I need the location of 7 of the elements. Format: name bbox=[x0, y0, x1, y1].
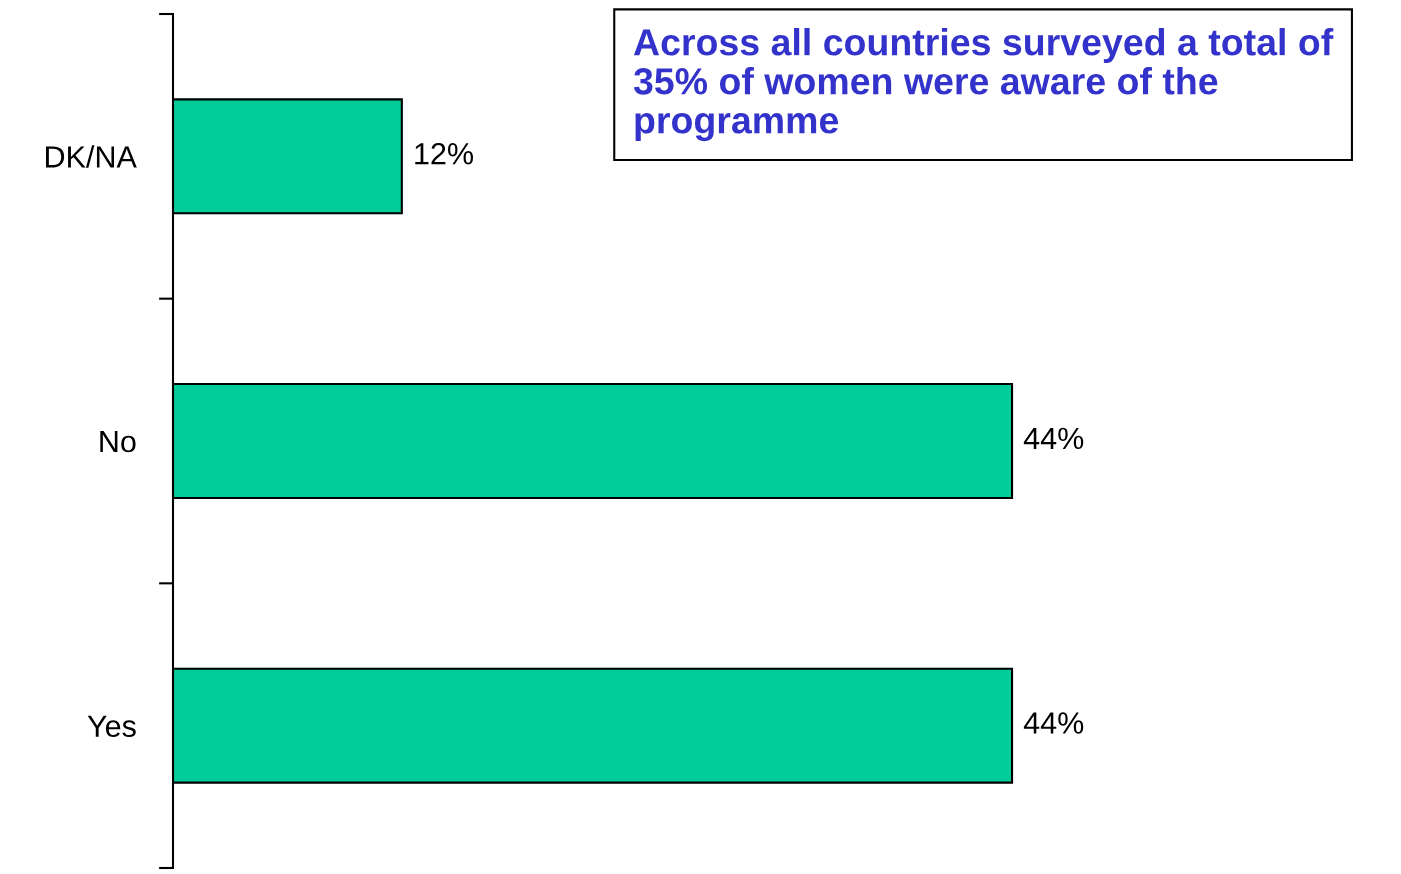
data-label: 44% bbox=[1023, 427, 1084, 450]
y-tick-label: Yes bbox=[87, 715, 136, 738]
y-tick-label: DK/NA bbox=[46, 145, 137, 168]
data-label: 44% bbox=[1023, 712, 1084, 734]
y-tick-label: No bbox=[100, 431, 136, 453]
annotation: Across all countries surveyed a total of 35% of women were aware of the programme bbox=[633, 28, 1334, 142]
data-label: 12% bbox=[415, 142, 474, 165]
